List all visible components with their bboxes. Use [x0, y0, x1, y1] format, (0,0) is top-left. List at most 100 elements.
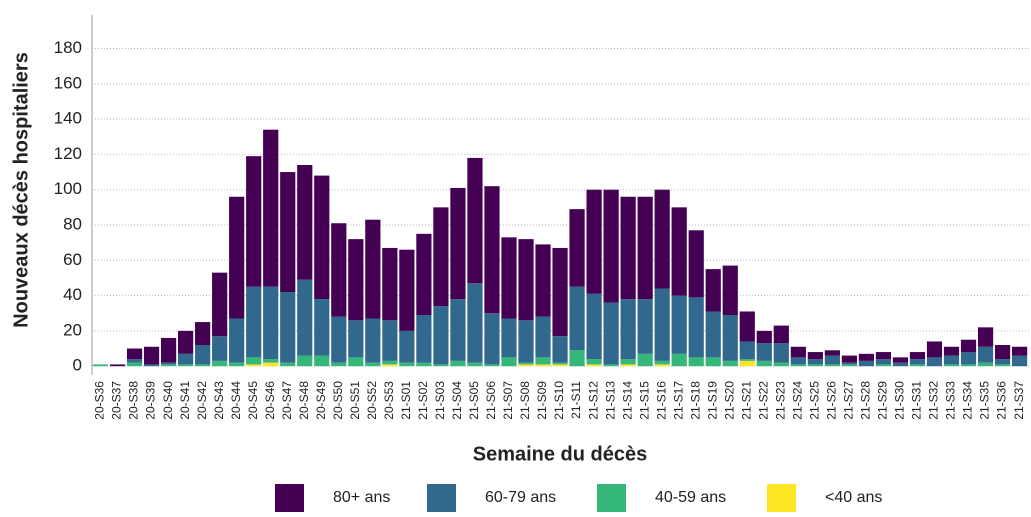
bar-segment: [603, 364, 619, 367]
bar-segment: [654, 364, 670, 367]
bar-segment: [92, 364, 109, 367]
bar-segment: [450, 360, 466, 367]
bar-segment: [314, 355, 330, 367]
x-tick-label: 21-S31: [910, 381, 924, 420]
x-tick-label: 20-S43: [212, 381, 226, 420]
bar-segment: [501, 357, 517, 367]
bar-segment: [569, 209, 585, 287]
bar-segment: [892, 357, 909, 363]
x-tick-label: 20-S50: [331, 381, 345, 420]
bar-segment: [943, 346, 960, 356]
bar-segment: [143, 364, 160, 367]
bar-segment: [739, 360, 755, 367]
bar-segment: [143, 346, 160, 365]
y-tick-label: 0: [73, 356, 82, 375]
x-tick-label: 20-S51: [348, 381, 362, 420]
x-tick-label: 21-S28: [859, 381, 873, 420]
bar-segment: [467, 283, 483, 363]
bar-segment: [637, 196, 653, 300]
bar-segment: [1011, 346, 1028, 356]
bar-segment: [722, 315, 738, 361]
bar-segment: [280, 172, 296, 293]
bar-segment: [722, 360, 738, 367]
x-tick-label: 20-S42: [195, 381, 209, 420]
bar-segment: [926, 357, 943, 367]
bar-segment: [382, 320, 398, 361]
x-tick-label: 20-S44: [229, 381, 243, 420]
bar-segment: [909, 364, 926, 367]
x-tick-label: 21-S09: [535, 381, 549, 420]
x-tick-label: 20-S53: [382, 381, 396, 420]
bar-segment: [297, 165, 313, 280]
x-tick-label: 21-S04: [450, 381, 464, 420]
x-tick-label: 20-S46: [263, 381, 277, 420]
bar-segment: [671, 295, 687, 354]
bar-segment: [467, 362, 483, 367]
bar-segment: [654, 189, 670, 289]
bar-segment: [569, 286, 585, 351]
bar-segment: [450, 187, 466, 300]
legend-swatch: [275, 484, 304, 512]
bar-segment: [416, 233, 432, 315]
x-tick-label: 21-S25: [808, 381, 822, 420]
x-tick-label: 21-S27: [842, 381, 856, 420]
bar-segment: [841, 362, 857, 365]
bar-segment: [348, 239, 364, 321]
bar-segment: [620, 196, 636, 300]
bar-segment: [909, 359, 926, 365]
x-tick-label: 21-S21: [739, 381, 753, 420]
bar-segment: [943, 355, 960, 365]
x-tick-label: 20-S38: [127, 381, 141, 420]
bar-segment: [824, 350, 840, 356]
bar-segment: [977, 346, 994, 363]
x-tick-label: 21-S36: [995, 381, 1009, 420]
x-tick-label: 21-S02: [416, 381, 430, 420]
bar-segment: [416, 315, 432, 363]
bar-segment: [603, 189, 619, 303]
bar-segment: [212, 272, 228, 337]
bar-segment: [382, 360, 398, 365]
bar-segment: [960, 352, 977, 365]
bar-segment: [229, 318, 245, 363]
x-tick-label: 21-S10: [552, 381, 566, 420]
bar-segment: [620, 299, 636, 360]
bar-segment: [824, 364, 840, 367]
bar-segment: [109, 364, 126, 367]
x-tick-label: 21-S29: [876, 381, 890, 420]
bar-segment: [501, 237, 517, 319]
bar-segment: [365, 318, 381, 363]
bar-segment: [178, 364, 194, 367]
x-tick-label: 20-S47: [280, 381, 294, 420]
bar-segment: [977, 327, 994, 347]
bar-segment: [705, 311, 721, 358]
legend-swatch: [427, 484, 456, 512]
bar-segment: [552, 362, 568, 365]
bar-segment: [875, 352, 892, 360]
bar-segment: [331, 316, 347, 363]
bar-segment: [433, 364, 449, 367]
bar-segment: [841, 364, 857, 367]
bar-segment: [671, 207, 687, 296]
x-tick-label: 21-S07: [501, 381, 515, 420]
bar-segment: [926, 341, 943, 358]
x-tick-label: 21-S26: [825, 381, 839, 420]
bar-segment: [126, 348, 143, 360]
y-tick-label: 20: [63, 320, 82, 339]
bar-segment: [552, 336, 568, 363]
bar-segment: [314, 299, 330, 356]
bar-segment: [586, 359, 602, 365]
bar-segment: [348, 320, 364, 358]
bar-segment: [688, 357, 704, 367]
bar-segment: [688, 297, 704, 358]
bar-segment: [126, 359, 143, 363]
bar-segment: [484, 313, 500, 365]
bar-segment: [195, 345, 211, 365]
bar-segment: [1011, 355, 1028, 367]
bar-segment: [586, 364, 602, 367]
bar-segment: [620, 364, 636, 367]
bar-segment: [858, 360, 875, 367]
x-tick-label: 21-S20: [722, 381, 736, 420]
y-axis-title: Nouveaux décès hospitaliers: [10, 52, 32, 328]
y-tick-label: 80: [63, 214, 82, 233]
bar-segment: [943, 364, 960, 367]
